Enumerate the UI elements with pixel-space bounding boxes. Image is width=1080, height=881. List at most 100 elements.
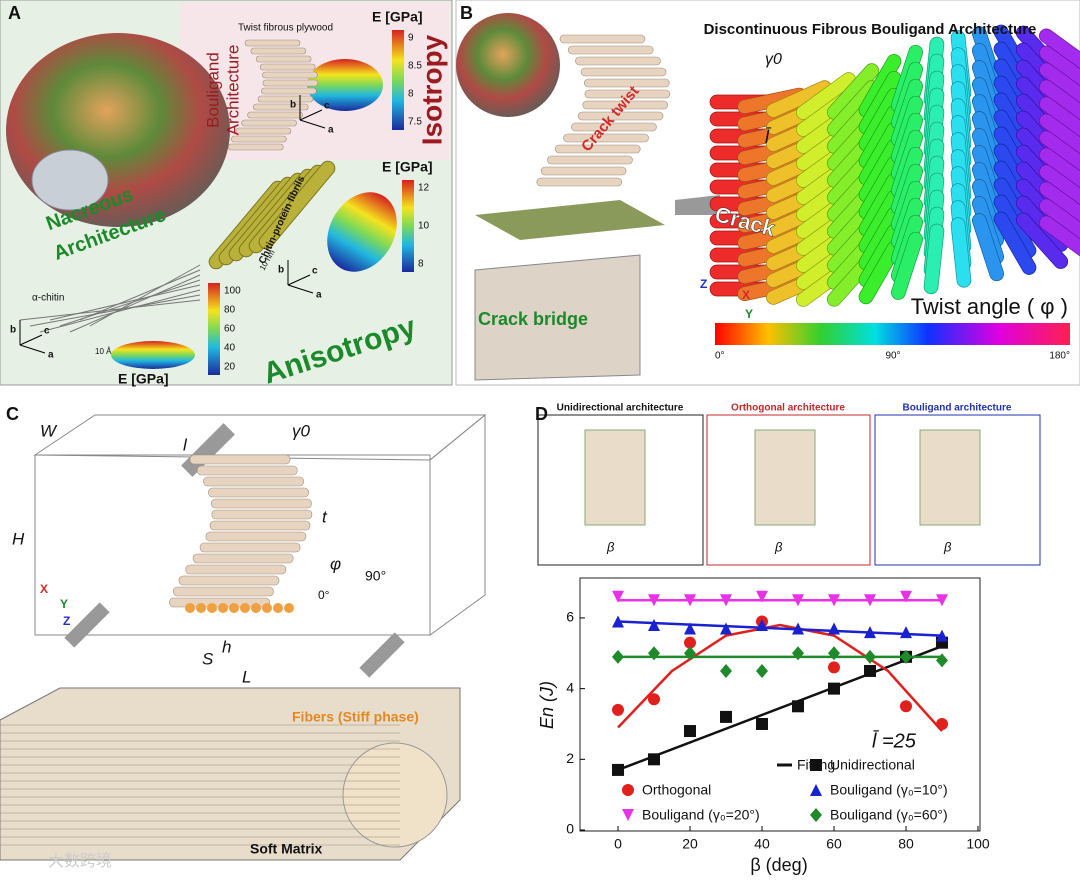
fiber	[250, 47, 307, 55]
label: C	[6, 404, 19, 424]
legend-marker	[810, 784, 822, 796]
point	[864, 664, 876, 677]
label: 0°	[715, 351, 725, 362]
fiber	[255, 55, 312, 63]
fiber	[547, 155, 633, 165]
point	[792, 594, 804, 607]
label: Bouligand	[203, 52, 222, 128]
fit-line	[617, 645, 943, 772]
fiber	[575, 56, 661, 66]
label: S	[202, 649, 214, 668]
fiber-end	[229, 603, 239, 613]
colorbar-tick: 80	[224, 305, 236, 316]
fiber	[259, 63, 316, 71]
label: β	[606, 539, 615, 554]
roller	[64, 602, 110, 648]
fit-line	[617, 623, 943, 732]
point	[828, 622, 840, 635]
fiber	[252, 103, 309, 111]
fiber	[211, 498, 312, 509]
shell-slab	[475, 200, 665, 240]
colorbar-tick: 9	[408, 33, 414, 44]
point	[720, 710, 732, 723]
axis-arrow	[299, 119, 326, 129]
y-tick-label: 6	[566, 609, 574, 625]
label: Fibers (Stiff phase)	[292, 709, 419, 725]
fiber	[262, 79, 319, 87]
label: X	[40, 582, 48, 596]
point	[720, 663, 732, 678]
label: l	[183, 435, 188, 454]
fiber	[923, 223, 945, 295]
label: 90°	[885, 351, 900, 362]
fiber	[540, 166, 627, 176]
crack-plane	[675, 195, 720, 215]
point	[900, 590, 912, 603]
fibril	[258, 160, 336, 250]
fiber	[247, 111, 303, 119]
label: c	[312, 266, 318, 277]
colorbar	[392, 30, 404, 130]
label: 0°	[318, 588, 330, 602]
label: Y	[60, 597, 68, 611]
point	[720, 594, 732, 607]
fiber	[261, 87, 317, 95]
label: B	[460, 3, 473, 23]
point	[612, 649, 624, 664]
fiber-end	[284, 603, 294, 613]
point	[756, 590, 768, 603]
twist-colorbar	[715, 323, 1070, 345]
colorbar-tick: 60	[224, 324, 236, 335]
label: Architecture	[223, 45, 242, 136]
fiber	[1015, 212, 1069, 269]
watermark: 大数跨境	[48, 851, 112, 870]
legend-label: Unidirectional	[830, 757, 915, 773]
point	[612, 703, 624, 716]
label: α-chitin	[32, 293, 64, 304]
fiber	[554, 144, 641, 154]
colorbar-title: E [GPa]	[372, 9, 423, 25]
point	[684, 594, 696, 607]
composite-block	[0, 687, 461, 861]
colorbar-tick: 100	[224, 286, 241, 297]
point	[900, 700, 912, 713]
point	[936, 653, 948, 668]
colorbar-tick: 8	[408, 89, 414, 100]
chitin-chain	[29, 294, 201, 327]
fiber	[971, 213, 1005, 282]
legend-marker	[810, 808, 822, 822]
label: Twist angle ( φ )	[911, 294, 1068, 319]
point	[648, 753, 660, 766]
label: Soft Matrix	[250, 841, 323, 857]
point	[648, 693, 660, 706]
fiber	[536, 177, 623, 187]
y-tick-label: 4	[566, 679, 574, 695]
x-tick-label: 60	[826, 836, 842, 852]
fiber	[582, 100, 669, 110]
point	[828, 594, 840, 607]
plot-frame	[579, 577, 981, 832]
point	[900, 626, 912, 639]
legend-label: Orthogonal	[642, 782, 711, 798]
label: β	[774, 539, 783, 554]
point	[936, 629, 948, 642]
point	[864, 649, 876, 664]
label: Z	[700, 277, 707, 291]
x-tick-label: 40	[754, 836, 770, 852]
label: φ	[330, 554, 341, 573]
fiber	[262, 71, 318, 79]
label: Discontinuous Fibrous Bouligand Architec…	[704, 21, 1037, 38]
colorbar-tick: 8	[418, 259, 424, 270]
x-tick-label: 80	[898, 836, 914, 852]
box	[429, 413, 486, 636]
label: H	[12, 529, 25, 548]
legend-label: Bouligand (γ₀=10°)	[830, 782, 948, 798]
chitin-chain	[39, 289, 201, 333]
fiber-stack	[754, 429, 816, 526]
label: b	[290, 100, 296, 111]
point	[648, 619, 660, 632]
colorbar-tick: 7.5	[408, 117, 422, 128]
label: Orthogonal architecture	[731, 403, 845, 414]
colorbar-title: E [GPa]	[118, 371, 169, 387]
photo	[456, 13, 560, 117]
